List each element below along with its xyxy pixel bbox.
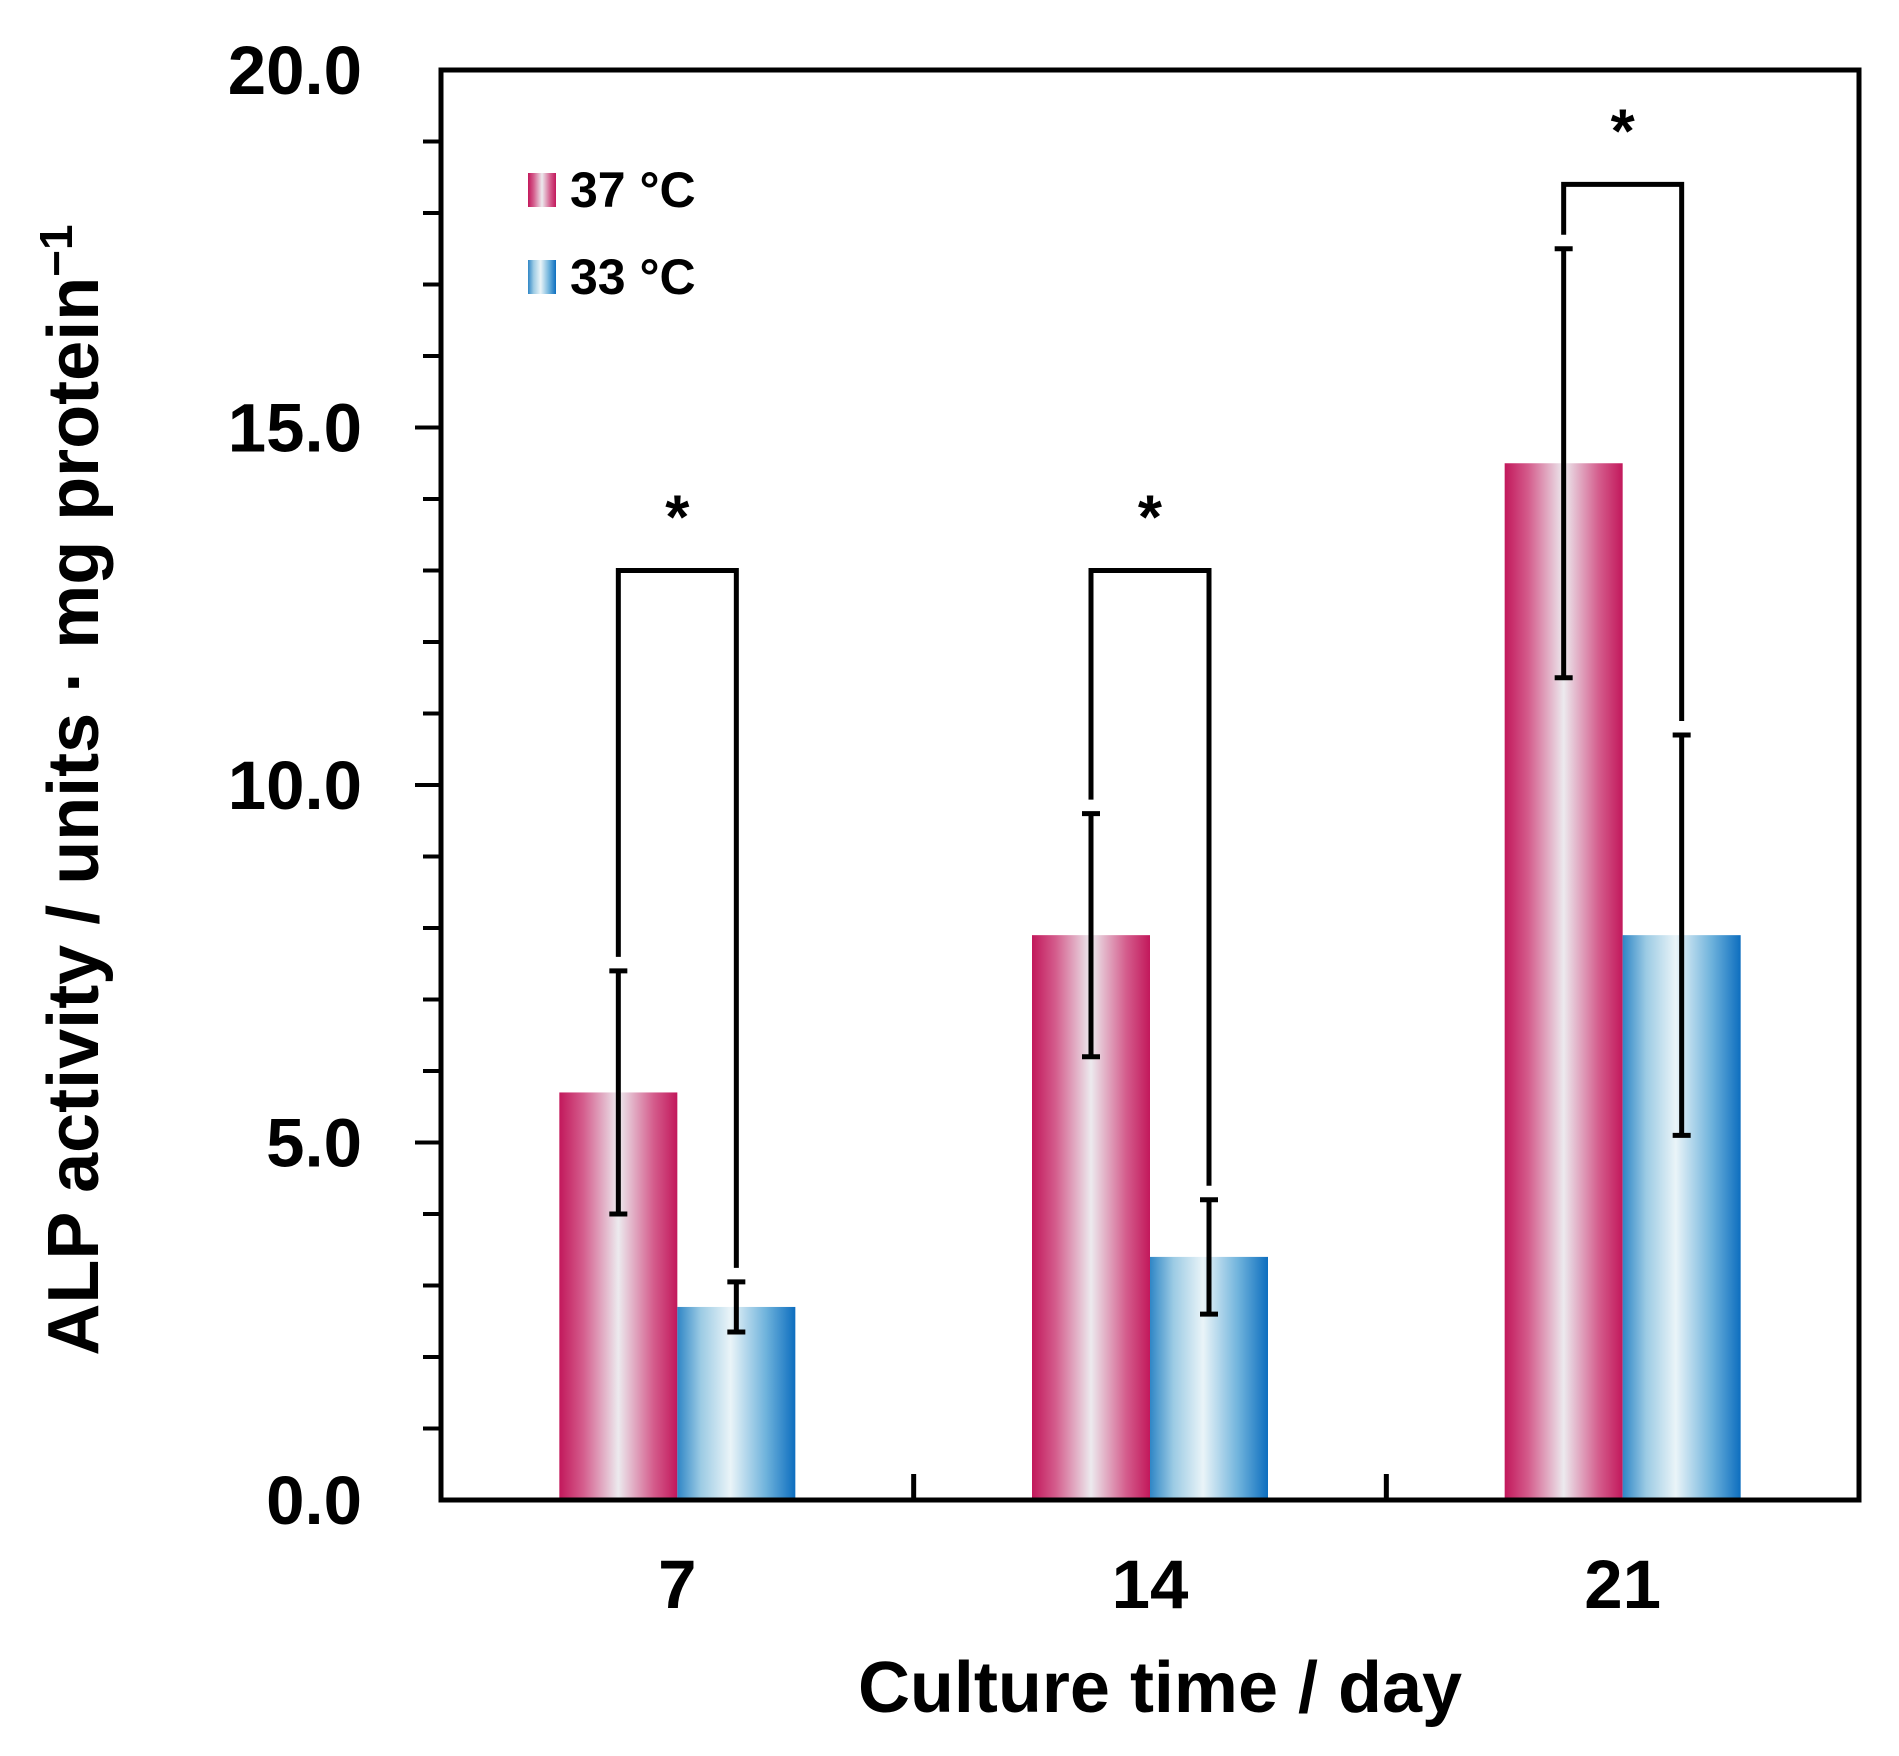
y-tick-label: 10.0 bbox=[228, 747, 362, 824]
legend-swatch-37c bbox=[528, 173, 556, 207]
y-axis-title: ALP activity / units · mg protein−1 bbox=[30, 224, 114, 1355]
significance-star: * bbox=[1611, 97, 1636, 166]
y-tick-label: 20.0 bbox=[228, 32, 362, 109]
legend-label-33c: 33 °C bbox=[570, 249, 696, 305]
significance-star: * bbox=[1138, 484, 1163, 553]
y-tick-label: 15.0 bbox=[228, 390, 362, 467]
plot-frame bbox=[438, 67, 1862, 1503]
legend: 37 °C 33 °C bbox=[528, 162, 696, 305]
significance-bracket bbox=[615, 568, 739, 1268]
bar-33c-day-7 bbox=[677, 1306, 796, 1500]
x-tick-label: 14 bbox=[1112, 1546, 1189, 1623]
x-tick-label: 7 bbox=[658, 1546, 696, 1623]
x-axis-title: Culture time / day bbox=[858, 1648, 1462, 1728]
significance-bracket bbox=[1088, 568, 1212, 1186]
y-tick-label: 5.0 bbox=[266, 1105, 362, 1182]
y-tick-label: 0.0 bbox=[266, 1462, 362, 1539]
marks-layer: 0.0 5.0 10.0 15.0 20.0 7 14 21 * * * bbox=[228, 32, 1691, 1623]
legend-swatch-33c bbox=[528, 260, 556, 294]
legend-label-37c: 37 °C bbox=[570, 162, 696, 218]
significance-star: * bbox=[665, 484, 690, 553]
significance-bracket bbox=[1561, 181, 1685, 721]
x-tick-label: 21 bbox=[1584, 1546, 1661, 1623]
